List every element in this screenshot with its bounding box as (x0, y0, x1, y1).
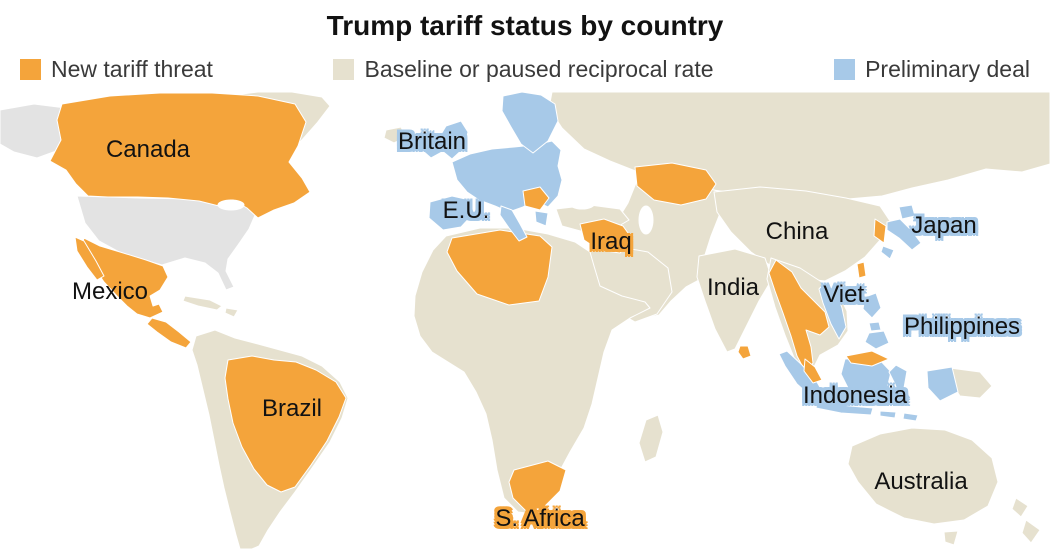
legend-item-new-tariff-threat: New tariff threat (20, 56, 213, 83)
indonesia-java-shape (815, 401, 874, 416)
map-label-iraq: Iraq (590, 228, 632, 255)
map-label-vietnam: Viet. (823, 281, 871, 308)
new-zealand-north-shape (1011, 497, 1029, 518)
indonesia-sulawesi-shape (888, 364, 912, 402)
japan-hokkaido-shape (898, 204, 916, 220)
indonesia-lesser-sunda-shape (879, 410, 897, 419)
threat-overlay-layer (522, 186, 890, 384)
new-zealand-south-shape (1021, 519, 1041, 544)
page-title: Trump tariff status by country (326, 10, 724, 41)
hispaniola-shape (224, 307, 239, 318)
map-label-britain: Britain (397, 128, 467, 155)
legend-item-preliminary-deal: Preliminary deal (834, 56, 1030, 83)
china-shape (713, 186, 891, 282)
kazakhstan-shape (634, 162, 717, 206)
map-label-australia: Australia (874, 468, 968, 495)
balkans-shape (522, 186, 550, 211)
legend-swatch-threat (20, 59, 41, 80)
tasmania-shape (943, 530, 959, 546)
ireland-shape (422, 140, 443, 159)
mexico-shape (80, 237, 169, 319)
map-label-japan: Japan (911, 212, 977, 239)
south-korea-shape (873, 218, 887, 244)
central-america-shape (146, 317, 192, 349)
water-details-layer (217, 196, 654, 235)
japan-kyushu-shape (880, 245, 895, 260)
caspian-sea-shape (638, 205, 654, 235)
philippines-luzon-shape (862, 292, 882, 319)
map-label-mexico: Mexico (71, 278, 149, 305)
legend-label-threat: New tariff threat (51, 56, 213, 82)
taiwan-shape (856, 261, 867, 279)
legend-label-baseline: Baseline or paused reciprocal rate (364, 56, 714, 82)
legend-swatch-deal (834, 59, 856, 80)
iceland-shape (383, 126, 407, 144)
philippines-visayas-shape (868, 321, 882, 332)
legend-swatch-baseline (333, 59, 355, 80)
malaysia-peninsula-shape (803, 358, 823, 384)
brazil-shape (224, 355, 347, 493)
no-data-countries-layer (0, 103, 257, 291)
sri-lanka-shape (737, 345, 752, 360)
map-label-china: China (765, 218, 829, 245)
indonesia-lesser-sunda-east-shape (902, 412, 919, 422)
black-sea-shape (568, 196, 596, 210)
map-label-s-africa: S. Africa (495, 505, 585, 532)
madagascar-shape (638, 414, 664, 463)
south-africa-shape (508, 460, 567, 513)
britain-shape (439, 120, 469, 160)
map-label-indonesia: Indonesia (802, 382, 908, 409)
vietnam-shape (818, 281, 847, 340)
great-lakes-shape (217, 199, 245, 211)
canada-shape (49, 92, 311, 219)
baja-california-shape (74, 236, 105, 281)
map-label-philippines: Philippines (903, 313, 1021, 340)
iberia-shape (428, 195, 475, 231)
cuba-shape (182, 295, 223, 311)
italy-shape (499, 205, 528, 242)
map-label-india: India (706, 274, 760, 301)
india-shape (696, 248, 773, 353)
legend-label-deal: Preliminary deal (865, 56, 1030, 82)
malaysia-borneo-shape (845, 350, 890, 367)
legend: New tariff threat Baseline or paused rec… (20, 56, 1030, 83)
north-africa-shape (446, 229, 553, 306)
indochina-shape (768, 259, 830, 374)
philippines-mindanao-shape (864, 330, 890, 350)
scandinavia-shape (501, 91, 559, 154)
russia-shape (548, 91, 1050, 200)
map-label-brazil: Brazil (261, 395, 323, 422)
greece-shape (534, 210, 549, 227)
legend-item-baseline: Baseline or paused reciprocal rate (333, 56, 714, 83)
australia-shape (847, 427, 999, 525)
indonesia-west-papua-shape (926, 366, 959, 402)
map-label-eu: E.U. (442, 197, 490, 224)
iraq-shape (579, 218, 634, 254)
map-label-canada: Canada (105, 136, 191, 163)
africa-shape (413, 227, 651, 515)
threat-countries-layer (49, 92, 887, 513)
japan-honshu-shape (886, 218, 922, 251)
